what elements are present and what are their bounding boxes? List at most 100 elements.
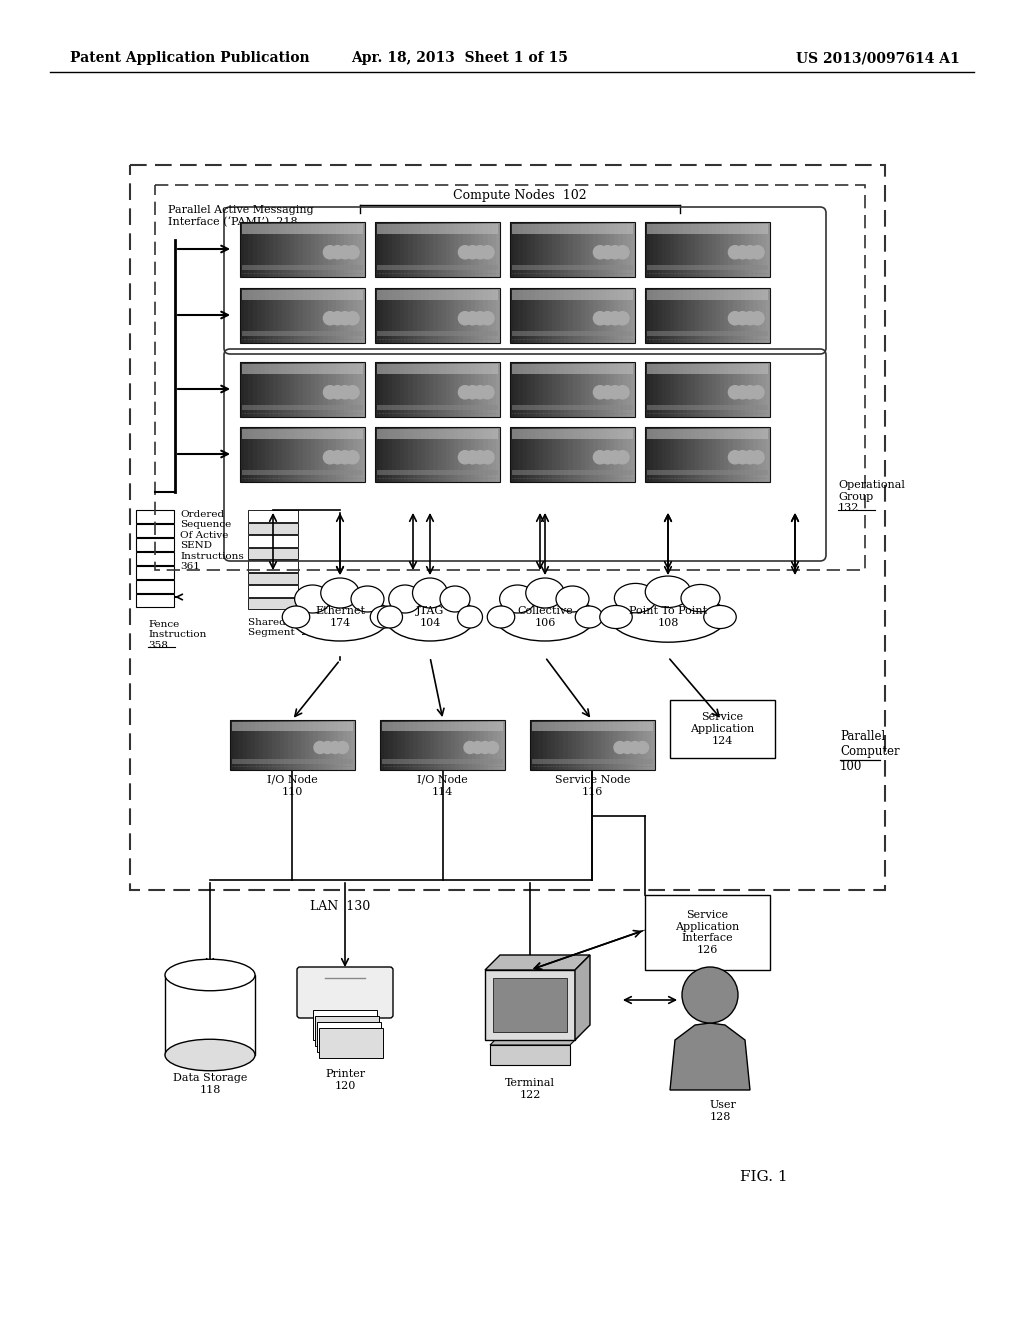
Bar <box>647 405 768 411</box>
Bar <box>514 426 518 482</box>
Bar <box>647 265 768 271</box>
Bar <box>572 426 577 482</box>
Bar <box>375 222 379 277</box>
Bar <box>577 426 581 482</box>
Circle shape <box>615 450 629 463</box>
Bar <box>732 426 736 482</box>
Bar <box>265 426 269 482</box>
Bar <box>510 362 514 417</box>
Bar <box>492 222 496 277</box>
Bar <box>645 426 770 482</box>
Bar <box>248 548 298 558</box>
Bar <box>338 719 342 770</box>
Bar <box>653 362 657 417</box>
Bar <box>740 426 745 482</box>
Bar <box>417 362 421 417</box>
Circle shape <box>459 450 472 463</box>
Bar <box>647 364 768 374</box>
Bar <box>564 288 568 343</box>
Bar <box>530 362 535 417</box>
Circle shape <box>346 450 359 463</box>
Bar <box>683 222 687 277</box>
Bar <box>269 362 273 417</box>
Bar <box>463 362 467 417</box>
Bar <box>631 288 635 343</box>
Bar <box>674 426 678 482</box>
Bar <box>257 362 261 417</box>
Bar <box>319 222 324 277</box>
Bar <box>532 759 653 764</box>
Bar <box>253 426 257 482</box>
Bar <box>294 362 298 417</box>
Bar <box>645 426 649 482</box>
Bar <box>543 719 547 770</box>
Bar <box>298 222 302 277</box>
Ellipse shape <box>389 585 421 612</box>
Bar <box>446 719 451 770</box>
Bar <box>651 719 655 770</box>
Bar <box>623 222 627 277</box>
Bar <box>302 426 306 482</box>
Bar <box>242 331 362 337</box>
Bar <box>754 362 758 417</box>
Bar <box>678 426 683 482</box>
Bar <box>687 362 691 417</box>
Bar <box>614 222 618 277</box>
Bar <box>488 719 493 770</box>
Ellipse shape <box>440 586 470 612</box>
Bar <box>356 426 360 482</box>
Ellipse shape <box>165 1039 255 1071</box>
Bar <box>311 288 315 343</box>
Bar <box>762 362 766 417</box>
Bar <box>441 426 445 482</box>
Bar <box>375 426 379 482</box>
Bar <box>298 288 302 343</box>
Bar <box>290 288 294 343</box>
Bar <box>332 222 336 277</box>
Bar <box>483 222 487 277</box>
Bar <box>253 288 257 343</box>
Bar <box>340 288 344 343</box>
Bar <box>540 288 544 343</box>
Bar <box>630 719 634 770</box>
Bar <box>496 222 500 277</box>
Bar <box>662 426 666 482</box>
Bar <box>476 719 480 770</box>
Text: Patent Application Publication: Patent Application Publication <box>70 51 309 65</box>
Bar <box>239 719 243 770</box>
Bar <box>289 719 293 770</box>
Bar <box>766 288 770 343</box>
Bar <box>306 362 311 417</box>
Bar <box>559 719 563 770</box>
Bar <box>564 426 568 482</box>
Bar <box>522 426 526 482</box>
Bar <box>377 224 498 234</box>
Bar <box>336 288 340 343</box>
Bar <box>535 719 539 770</box>
Bar <box>240 288 365 343</box>
Bar <box>512 331 633 337</box>
Bar <box>301 719 305 770</box>
Bar <box>683 288 687 343</box>
Bar <box>429 426 433 482</box>
Bar <box>315 288 319 343</box>
Bar <box>475 222 479 277</box>
Bar <box>377 470 498 475</box>
Bar <box>396 426 400 482</box>
Bar <box>244 362 249 417</box>
Bar <box>441 362 445 417</box>
Bar <box>547 719 551 770</box>
Bar <box>647 429 768 438</box>
Text: JTAG
104: JTAG 104 <box>416 606 444 628</box>
Bar <box>421 426 425 482</box>
Bar <box>666 288 670 343</box>
Circle shape <box>473 246 486 259</box>
Circle shape <box>459 385 472 399</box>
Bar <box>328 288 332 343</box>
Bar <box>512 265 633 271</box>
Circle shape <box>743 385 757 399</box>
Circle shape <box>743 450 757 463</box>
Bar <box>548 222 552 277</box>
Circle shape <box>637 742 648 754</box>
Bar <box>285 719 289 770</box>
